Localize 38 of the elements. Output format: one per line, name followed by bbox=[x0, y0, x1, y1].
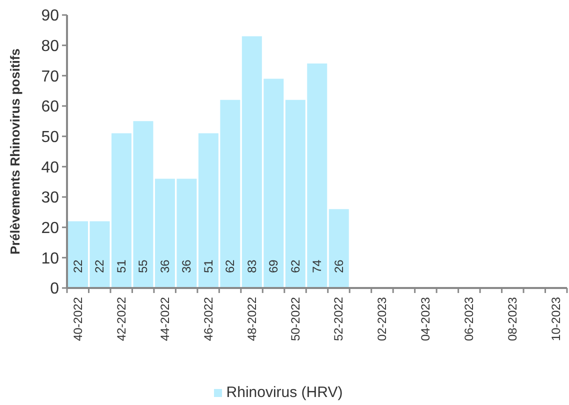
x-tick-label: 42-2022 bbox=[114, 296, 128, 342]
data-label: 36 bbox=[180, 259, 194, 273]
data-label: 36 bbox=[158, 259, 172, 273]
x-tick-label: 06-2023 bbox=[462, 296, 476, 342]
legend-label: Rhinovirus (HRV) bbox=[226, 384, 343, 401]
y-tick-label: 50 bbox=[41, 129, 60, 146]
data-label: 74 bbox=[310, 259, 324, 273]
data-label: 62 bbox=[223, 259, 238, 273]
x-tick-label: 52-2022 bbox=[332, 296, 346, 342]
x-tick-label: 08-2023 bbox=[506, 296, 520, 342]
data-label: 22 bbox=[92, 259, 107, 273]
x-tick-label: 50-2022 bbox=[288, 296, 302, 342]
x-tick-label: 48-2022 bbox=[244, 296, 259, 342]
data-label: 83 bbox=[244, 259, 259, 273]
data-label: 26 bbox=[332, 259, 346, 273]
x-tick-label: 10-2023 bbox=[549, 296, 564, 342]
x-tick-label: 46-2022 bbox=[201, 296, 216, 342]
y-tick-label: 90 bbox=[41, 8, 60, 25]
bar bbox=[328, 209, 349, 288]
data-label: 51 bbox=[114, 259, 128, 273]
y-tick-label: 80 bbox=[41, 38, 60, 56]
y-tick-label: 70 bbox=[41, 68, 60, 86]
y-tick-label: 10 bbox=[41, 250, 60, 268]
x-tick-label: 02-2023 bbox=[375, 296, 390, 342]
x-tick-label: 44-2022 bbox=[158, 296, 172, 342]
y-tick-label: 0 bbox=[50, 280, 60, 298]
data-label: 62 bbox=[288, 259, 302, 273]
y-tick-label: 20 bbox=[41, 220, 60, 238]
y-tick-label: 40 bbox=[41, 159, 60, 176]
y-tick-label: 60 bbox=[41, 98, 60, 116]
x-tick-label: 04-2023 bbox=[418, 296, 433, 342]
data-label: 55 bbox=[136, 259, 150, 273]
data-label: 69 bbox=[266, 259, 281, 273]
y-axis-title: Prélèvements Rhinovirus positifs bbox=[8, 48, 22, 254]
y-tick-label: 30 bbox=[41, 190, 60, 207]
data-label: 22 bbox=[71, 259, 85, 273]
x-tick-label: 40-2022 bbox=[70, 296, 85, 342]
data-label: 51 bbox=[201, 259, 216, 273]
